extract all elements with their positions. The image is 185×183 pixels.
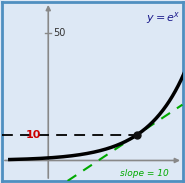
Text: slope = 10: slope = 10 (120, 169, 169, 178)
Text: 50: 50 (53, 28, 65, 38)
Text: 10: 10 (26, 130, 41, 140)
Text: $y = e^x$: $y = e^x$ (147, 10, 181, 26)
